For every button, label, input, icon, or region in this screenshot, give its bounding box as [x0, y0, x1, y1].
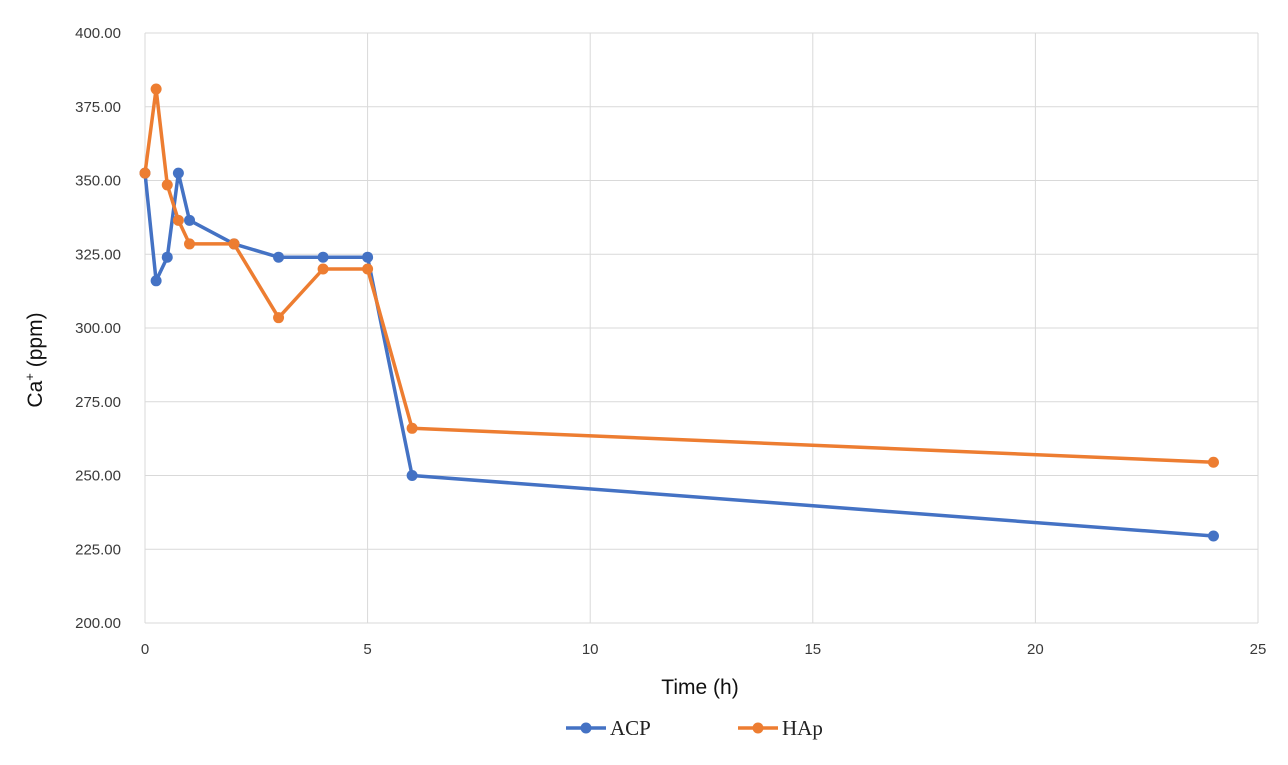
- legend-item-acp: ACP: [566, 716, 651, 740]
- data-point-acp: [161, 251, 173, 263]
- data-point-acp: [317, 251, 329, 263]
- y-tick-label: 275.00: [75, 394, 121, 411]
- y-axis-title-superscript: +: [22, 373, 37, 381]
- y-axis-title-unit: (ppm): [24, 312, 47, 373]
- data-point-hap: [406, 422, 418, 434]
- y-tick-label: 400.00: [75, 25, 121, 42]
- data-point-hap: [161, 179, 173, 191]
- legend-label-acp: ACP: [610, 716, 651, 740]
- data-point-hap: [139, 167, 151, 179]
- legend: ACP HAp: [566, 716, 823, 740]
- x-tick-label: 20: [1027, 641, 1044, 658]
- series-lines: [139, 83, 1219, 542]
- series-line-acp: [143, 171, 1214, 538]
- data-point-hap: [172, 214, 184, 226]
- y-tick-label: 350.00: [75, 173, 121, 190]
- x-axis-tick-labels: 0 5 10 15 20 25: [141, 641, 1267, 658]
- data-point-hap: [1207, 456, 1219, 468]
- legend-marker-hap: [752, 722, 764, 734]
- data-point-hap: [150, 83, 162, 95]
- data-point-acp: [273, 251, 285, 263]
- data-point-hap: [362, 263, 374, 275]
- data-point-acp: [184, 214, 196, 226]
- x-axis-title: Time (h): [661, 676, 738, 699]
- y-axis-tick-labels: 200.00 225.00 250.00 275.00 300.00 325.00 350.…: [75, 25, 121, 632]
- y-tick-label: 300.00: [75, 320, 121, 337]
- data-point-acp: [150, 275, 162, 287]
- data-point-hap: [228, 238, 240, 250]
- y-tick-label: 225.00: [75, 541, 121, 558]
- x-tick-label: 0: [141, 641, 149, 658]
- y-axis-title: Ca+ (ppm): [22, 312, 47, 407]
- y-tick-label: 325.00: [75, 246, 121, 263]
- data-point-hap: [317, 263, 329, 275]
- data-point-acp: [172, 167, 184, 179]
- y-tick-label: 375.00: [75, 99, 121, 116]
- data-point-hap: [184, 238, 196, 250]
- x-tick-label: 15: [804, 641, 821, 658]
- legend-label-hap: HAp: [782, 716, 823, 740]
- legend-item-hap: HAp: [738, 716, 823, 740]
- x-tick-label: 25: [1250, 641, 1267, 658]
- data-point-acp: [1207, 530, 1219, 542]
- data-point-hap: [273, 312, 285, 324]
- x-tick-label: 10: [582, 641, 599, 658]
- data-point-acp: [406, 470, 418, 481]
- x-tick-label: 5: [363, 641, 371, 658]
- series-hap: [139, 83, 1219, 468]
- legend-marker-acp: [580, 722, 592, 734]
- y-tick-label: 250.00: [75, 468, 121, 485]
- y-tick-label: 200.00: [75, 615, 121, 632]
- y-axis-title-main: Ca: [24, 380, 47, 407]
- data-point-acp: [362, 251, 374, 263]
- grid-lines: [144, 32, 1259, 624]
- series-line-hap: [143, 87, 1214, 464]
- series-acp: [139, 167, 1219, 542]
